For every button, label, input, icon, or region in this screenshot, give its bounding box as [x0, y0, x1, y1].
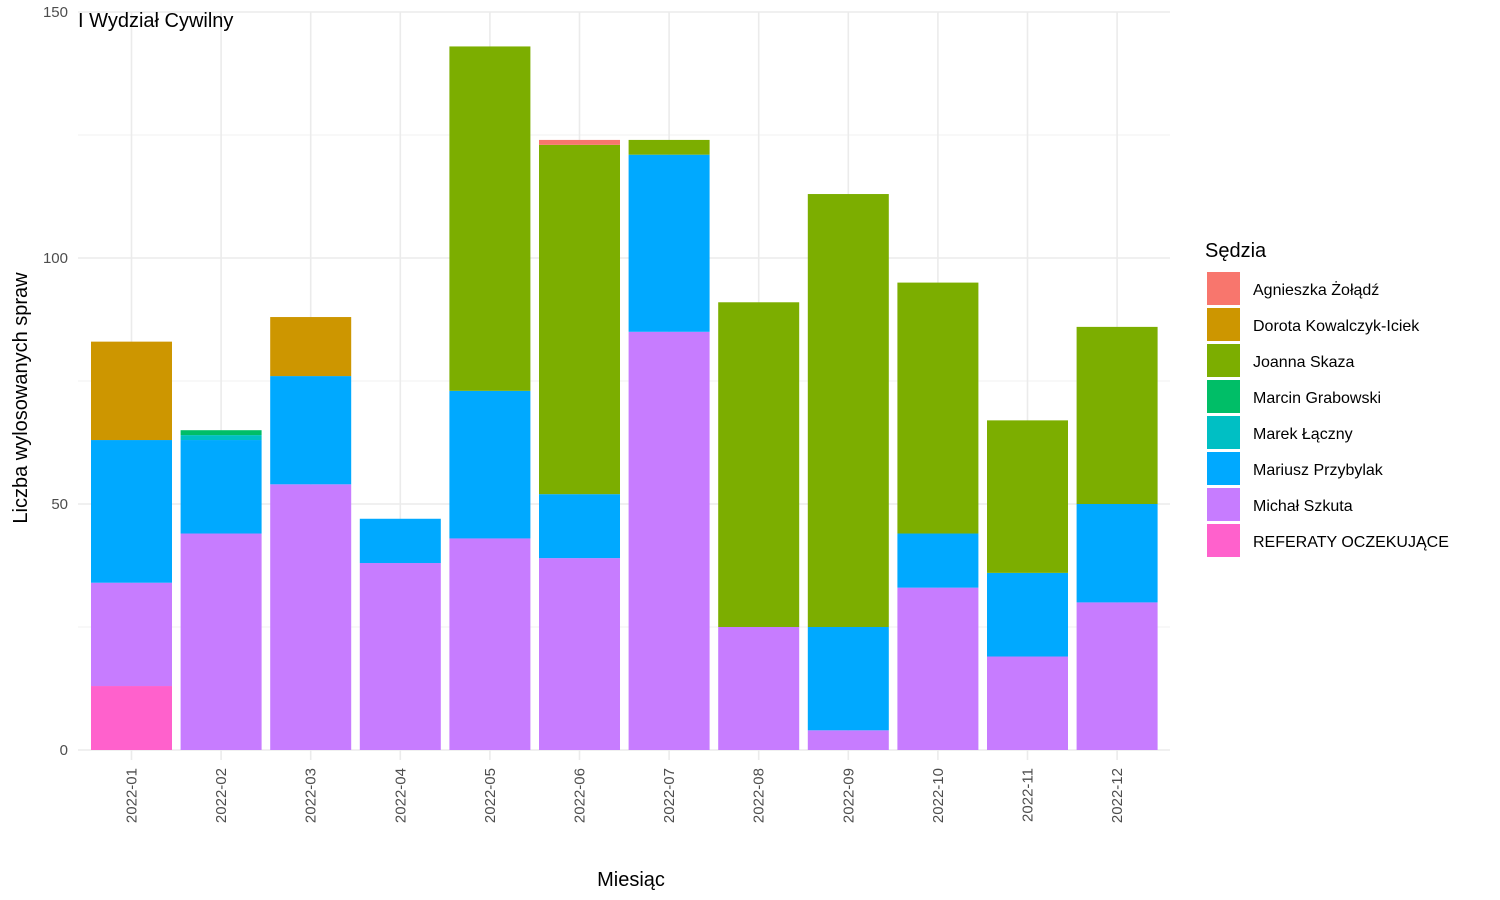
legend-label: Mariusz Przybylak — [1253, 462, 1384, 479]
bar-segment — [180, 435, 262, 441]
x-tick-label: 2022-06 — [572, 768, 589, 823]
x-tick-label: 2022-05 — [482, 768, 499, 823]
bar-segment — [539, 139, 620, 145]
y-tick-label: 100 — [43, 250, 68, 267]
legend-label: REFERATY OCZEKUJĄCE — [1253, 534, 1449, 551]
bar-segment — [449, 538, 531, 750]
bar-segment — [1076, 504, 1158, 603]
legend-label: Agnieszka Żołądź — [1253, 280, 1379, 299]
bar-segment — [91, 440, 172, 583]
x-tick-label: 2022-01 — [124, 768, 141, 823]
legend-key — [1207, 416, 1240, 449]
bar-segment — [180, 533, 262, 750]
bar-segment — [91, 686, 172, 750]
legend-label: Dorota Kowalczyk-Iciek — [1253, 318, 1420, 335]
bar-segment — [180, 440, 262, 534]
x-axis-title: Miesiąc — [597, 869, 665, 891]
y-axis: 0 50 100 150 — [43, 4, 68, 759]
bar-segment — [270, 376, 352, 485]
bar-segment — [628, 154, 710, 332]
bar-segment — [718, 302, 800, 627]
legend-label: Joanna Skaza — [1253, 354, 1355, 371]
legend-key — [1207, 452, 1240, 485]
bar-segment — [91, 582, 172, 687]
x-tick-label: 2022-09 — [840, 768, 857, 823]
bar-segment — [359, 563, 441, 750]
bar-segment — [897, 587, 979, 750]
bar-segment — [539, 144, 620, 495]
y-tick-label: 0 — [60, 742, 68, 759]
legend-title: Sędzia — [1205, 240, 1267, 262]
bar-segment — [1076, 602, 1158, 750]
legend-key — [1207, 380, 1240, 413]
bar-segment — [987, 572, 1068, 657]
bar-segment — [897, 533, 979, 588]
bar-segment — [897, 282, 979, 534]
legend-label: Marek Łączny — [1253, 426, 1353, 443]
bar-segment — [539, 558, 620, 750]
x-tick-label: 2022-12 — [1109, 768, 1126, 823]
legend-label: Marcin Grabowski — [1253, 390, 1381, 407]
x-tick-label: 2022-08 — [751, 768, 768, 823]
legend-key — [1207, 524, 1240, 557]
legend-key — [1207, 308, 1240, 341]
bar-segment — [807, 627, 889, 731]
bar-segment — [359, 518, 441, 564]
x-tick-label: 2022-03 — [303, 768, 320, 823]
x-tick-label: 2022-04 — [392, 768, 409, 823]
x-axis: 2022-01 2022-02 2022-03 2022-04 2022-05 2022-… — [124, 768, 1127, 823]
x-tick-label: 2022-11 — [1020, 768, 1037, 822]
legend-key — [1207, 344, 1240, 377]
x-tick-label: 2022-10 — [930, 768, 947, 823]
legend-key — [1207, 488, 1240, 521]
x-tick-label: 2022-07 — [661, 768, 678, 823]
bar-segment — [1076, 326, 1158, 504]
bar-segment — [628, 139, 710, 155]
bars-layer — [91, 46, 1158, 750]
x-tick-label: 2022-02 — [213, 768, 230, 823]
chart-title: I Wydział Cywilny — [78, 10, 233, 32]
bar-segment — [449, 390, 531, 539]
bar-segment — [807, 194, 889, 628]
bar-segment — [628, 331, 710, 750]
y-tick-label: 150 — [43, 4, 68, 21]
bar-segment — [91, 341, 172, 441]
bar-segment — [270, 317, 352, 377]
bar-segment — [807, 730, 889, 750]
bar-segment — [718, 627, 800, 750]
legend-label: Michał Szkuta — [1253, 498, 1353, 515]
bar-segment — [180, 430, 262, 436]
y-tick-label: 50 — [51, 496, 68, 513]
y-axis-title: Liczba wylosowanych spraw — [10, 272, 32, 524]
bar-segment — [270, 484, 352, 750]
legend-key — [1207, 272, 1240, 305]
bar-segment — [987, 420, 1068, 573]
legend: Sędzia Agnieszka Żołądź Dorota Kowalczyk-… — [1205, 240, 1449, 557]
bar-segment — [449, 46, 531, 391]
bar-segment — [987, 656, 1068, 750]
bar-segment — [539, 494, 620, 559]
